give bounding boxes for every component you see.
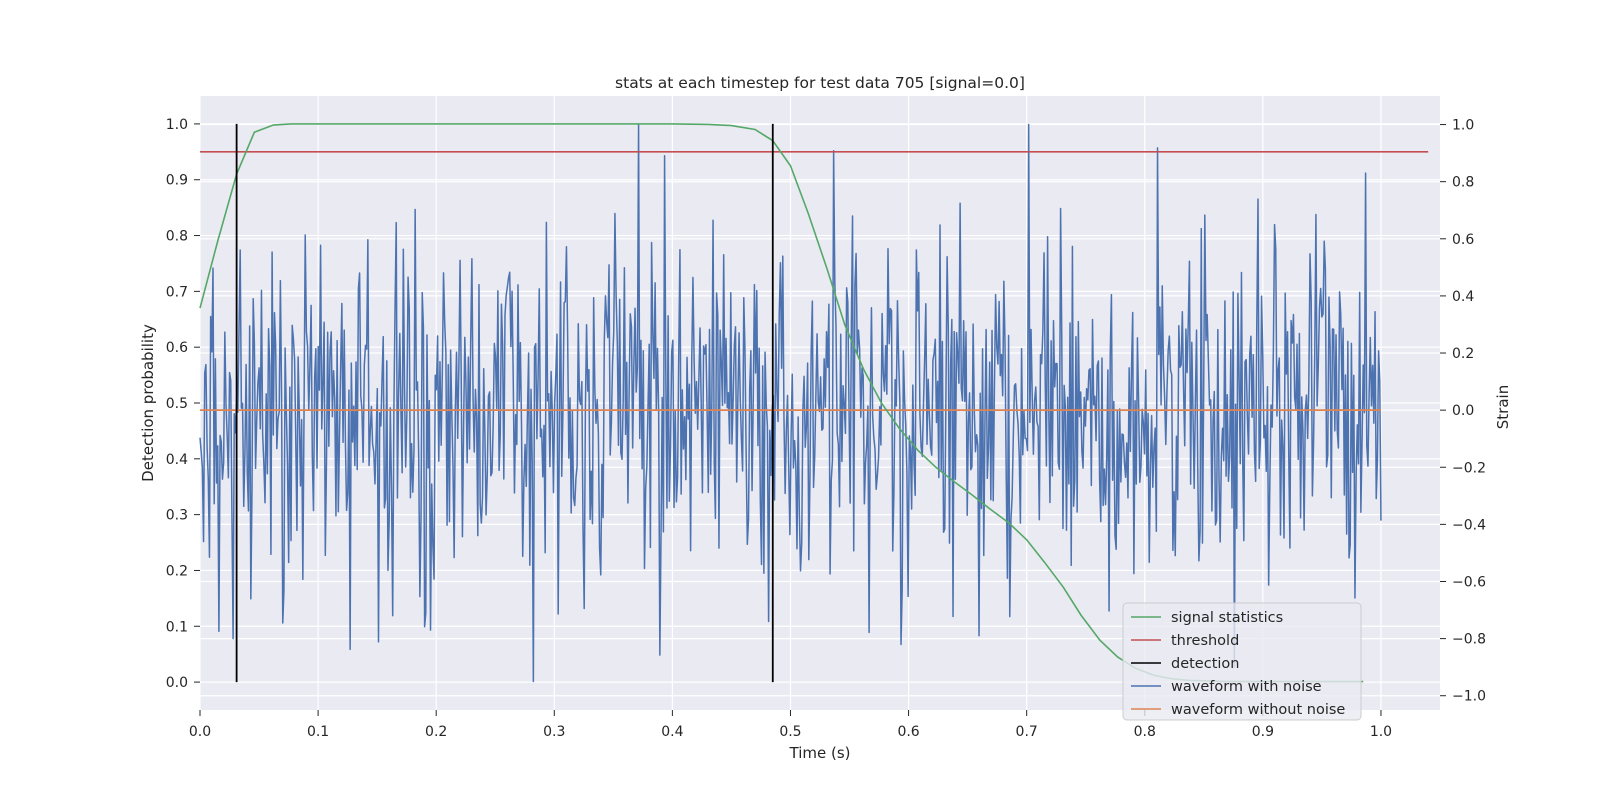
x-tick-label: 0.5 bbox=[779, 724, 801, 740]
x-tick-label: 0.0 bbox=[189, 724, 211, 740]
left-y-tick-label: 0.3 bbox=[166, 508, 188, 524]
left-y-tick-label: 0.5 bbox=[166, 396, 188, 412]
right-y-axis-label: Strain bbox=[1494, 385, 1512, 429]
x-tick-label: 0.6 bbox=[897, 724, 919, 740]
x-tick-label: 0.2 bbox=[425, 724, 447, 740]
left-y-tick-label: 0.8 bbox=[166, 229, 188, 245]
left-y-tick-label: 1.0 bbox=[166, 117, 188, 133]
legend-label-waveform-with-noise: waveform with noise bbox=[1171, 679, 1322, 695]
right-y-axis: −1.0 −0.8 −0.6 −0.4 −0.2 0.0 0.2 0.4 0.6 0.8 1.0 bbox=[1440, 118, 1486, 705]
right-y-tick-label: −0.6 bbox=[1452, 574, 1486, 590]
x-tick-label: 0.8 bbox=[1134, 724, 1156, 740]
left-y-axis-label: Detection probability bbox=[139, 324, 157, 482]
left-y-tick-label: 0.1 bbox=[166, 619, 188, 635]
x-tick-label: 0.9 bbox=[1252, 724, 1274, 740]
left-y-tick-label: 0.9 bbox=[166, 173, 188, 189]
legend-label-waveform-without-noise: waveform without noise bbox=[1171, 702, 1345, 718]
right-y-tick-label: −0.8 bbox=[1452, 632, 1486, 648]
right-y-tick-label: −0.4 bbox=[1452, 517, 1486, 533]
chart-title: stats at each timestep for test data 705… bbox=[615, 74, 1025, 92]
left-y-tick-label: 0.2 bbox=[166, 563, 188, 579]
left-y-tick-label: 0.6 bbox=[166, 340, 188, 356]
x-tick-label: 0.1 bbox=[307, 724, 329, 740]
right-y-tick-label: 0.2 bbox=[1452, 346, 1474, 362]
left-y-tick-label: 0.4 bbox=[166, 452, 188, 468]
x-axis: 0.0 0.1 0.2 0.3 0.4 0.5 0.6 0.7 0.8 0.9 1.0 bbox=[189, 710, 1392, 740]
x-tick-label: 0.4 bbox=[661, 724, 683, 740]
series-waveform-with-noise bbox=[199, 123, 1382, 683]
right-y-tick-label: 1.0 bbox=[1452, 118, 1474, 134]
right-y-tick-label: 0.4 bbox=[1452, 289, 1474, 305]
legend-label-detection: detection bbox=[1171, 656, 1239, 672]
x-tick-label: 0.7 bbox=[1016, 724, 1038, 740]
x-axis-label: Time (s) bbox=[789, 744, 851, 762]
left-y-tick-label: 0.7 bbox=[166, 284, 188, 300]
x-tick-label: 1.0 bbox=[1370, 724, 1392, 740]
right-y-tick-label: −0.2 bbox=[1452, 460, 1486, 476]
legend: signal statistics threshold detection wa… bbox=[1122, 602, 1362, 721]
legend-label-signal-statistics: signal statistics bbox=[1171, 610, 1283, 626]
legend-box bbox=[1122, 602, 1362, 721]
right-y-tick-label: 0.6 bbox=[1452, 232, 1474, 248]
left-y-axis: 0.0 0.1 0.2 0.3 0.4 0.5 0.6 0.7 0.8 0.9 1.0 bbox=[166, 117, 200, 691]
right-y-tick-label: −1.0 bbox=[1452, 689, 1486, 705]
x-tick-label: 0.3 bbox=[543, 724, 565, 740]
legend-label-threshold: threshold bbox=[1171, 633, 1239, 649]
right-y-tick-label: 0.8 bbox=[1452, 175, 1474, 191]
left-y-tick-label: 0.0 bbox=[166, 675, 188, 691]
right-y-tick-label: 0.0 bbox=[1452, 403, 1474, 419]
